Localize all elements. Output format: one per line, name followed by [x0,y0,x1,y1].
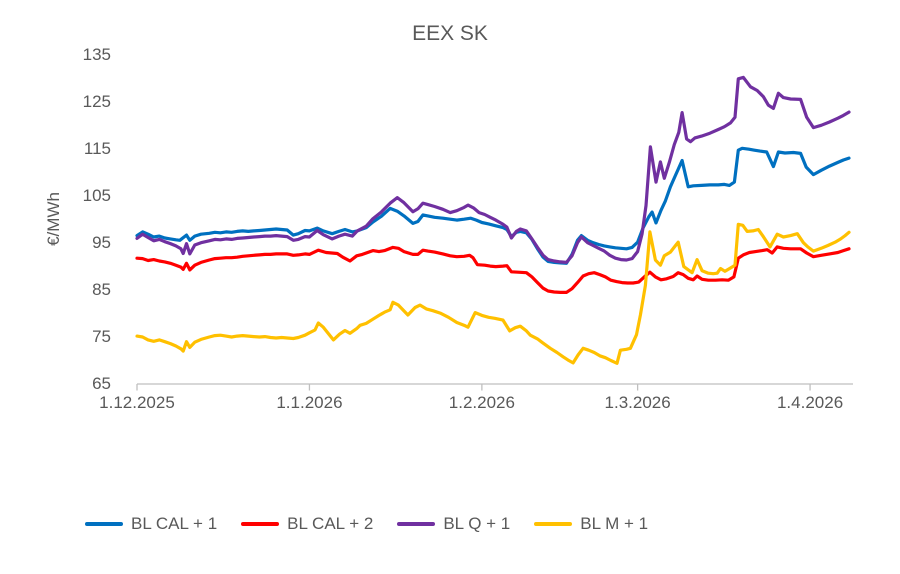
legend-label: BL Q + 1 [443,514,511,533]
legend-line-swatch [85,522,123,526]
y-tick-label-105: 105 [82,186,111,206]
x-tick-label-1-2-2026: 1.2.2026 [448,393,515,412]
legend-item-bl-q-1: BL Q + 1 [397,514,510,534]
legend-label: BL M + 1 [580,514,649,533]
y-tick-label-115: 115 [83,139,111,159]
x-tick-label-1-12-2025: 1.12.2025 [99,393,175,412]
x-tick-label-1-4-2026: 1.4.2026 [776,393,844,412]
y-tick-label-85: 85 [92,280,111,300]
legend-line-swatch [241,522,280,526]
legend-item-bl-m-1: BL M + 1 [534,514,648,534]
series-line-bl-m-1 [135,222,851,365]
y-tick-label-95: 95 [92,233,111,253]
series-line-bl-cal-1 [135,146,851,265]
legend-label: BL CAL + 1 [131,514,218,533]
legend-item-bl-cal-2: BL CAL + 2 [241,514,373,534]
legend-line-swatch [397,522,436,526]
series-line-bl-cal-2 [135,245,851,294]
x-tick-label-1-3-2026: 1.3.2026 [604,393,671,412]
chart-title: EEX SK [412,22,488,45]
legend-item-bl-cal-1: BL CAL + 1 [85,514,217,534]
y-tick-label-65: 65 [92,374,111,393]
series-line-bl-q-1 [135,75,851,264]
legend: BL CAL + 1 BL CAL + 2 BL Q + 1 BL M + 1 [85,514,648,534]
x-tick-label-1-1-2026: 1.1.2026 [276,393,343,412]
y-tick-label-75: 75 [92,327,111,347]
legend-label: BL CAL + 2 [287,514,374,533]
y-tick-label-135: 135 [82,45,111,65]
y-tick-label-125: 125 [82,92,111,112]
legend-line-swatch [534,522,573,526]
